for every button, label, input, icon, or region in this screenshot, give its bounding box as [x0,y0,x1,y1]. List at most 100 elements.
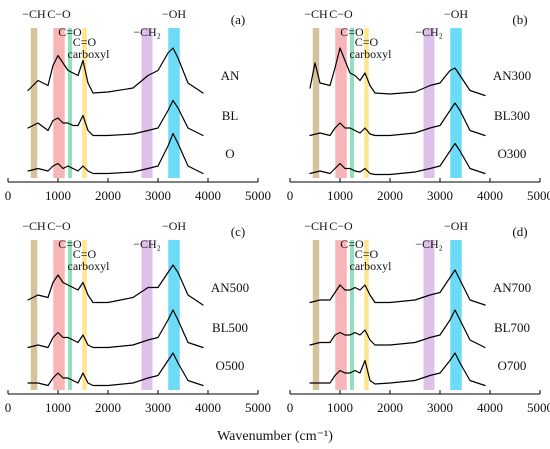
series-label: AN700 [493,280,531,295]
panel-label: (d) [512,224,527,239]
x-tick-label: 0 [5,400,12,415]
x-tick-label: 0 [287,400,294,415]
x-tick-label: 5000 [245,400,271,415]
band-label-5: −OH [444,219,468,233]
x-tick-label: 3000 [427,188,453,203]
band-label-3-b: carboxyl [68,259,111,273]
series-label: AN300 [493,68,531,83]
series-label: O500 [216,358,245,373]
x-tick-label: 4000 [195,400,221,415]
band-2 [350,28,354,178]
series-O500 [27,352,204,387]
band-2 [68,240,72,390]
x-tick-label: 3000 [145,400,171,415]
band-label-4: −CH₂ [133,25,161,39]
band-label-1: C−O [47,7,71,21]
series-BL [27,99,204,137]
band-label-0: −CH [22,219,46,233]
band-3 [82,28,87,178]
band-label-0: −CH [304,219,328,233]
band-label-1: C−O [329,219,353,233]
panel-label: (b) [512,12,527,27]
band-label-2: C=O [58,25,82,39]
band-5 [450,240,462,390]
band-label-3-a: C=O [355,247,379,261]
x-tick-label: 2000 [377,188,403,203]
band-1 [53,28,65,178]
panel-label: (a) [231,12,245,27]
series-BL700 [309,309,486,349]
band-label-3-a: C=O [73,247,97,261]
series-O700 [309,352,486,387]
band-label-2: C=O [340,25,364,39]
series-AN300 [309,47,486,97]
band-2 [68,28,72,178]
series-BL500 [27,309,204,349]
band-3 [82,240,87,390]
x-tick-label: 5000 [527,400,550,415]
series-label: BL500 [212,320,248,335]
band-label-5: −OH [162,7,186,21]
band-0 [312,28,320,178]
x-axis-title: Wavenumber (cm⁻¹) [217,429,333,444]
x-tick-label: 4000 [195,188,221,203]
x-tick-label: 1000 [45,400,71,415]
band-4 [141,240,153,390]
panel-label: (c) [231,224,245,239]
x-tick-label: 1000 [327,400,353,415]
x-tick-label: 2000 [95,188,121,203]
series-label: AN500 [211,280,249,295]
band-label-0: −CH [304,7,328,21]
series-AN500 [27,264,204,306]
band-label-4: −CH₂ [415,237,443,251]
band-label-3-a: C=O [355,35,379,49]
band-2 [350,240,354,390]
x-tick-label: 4000 [477,400,503,415]
x-tick-label: 3000 [427,400,453,415]
band-label-2: C=O [340,237,364,251]
series-label: O300 [498,146,527,161]
band-label-0: −CH [22,7,46,21]
x-tick-label: 3000 [145,188,171,203]
x-tick-label: 2000 [95,400,121,415]
x-tick-label: 5000 [245,188,271,203]
band-0 [312,240,320,390]
band-4 [423,28,435,178]
band-3 [364,240,369,390]
band-label-3-a: C=O [73,35,97,49]
band-label-1: C−O [329,7,353,21]
band-5 [450,28,462,178]
band-label-4: −CH₂ [415,25,443,39]
x-tick-label: 1000 [45,188,71,203]
x-tick-label: 0 [287,188,294,203]
band-0 [30,28,38,178]
series-O [27,132,204,175]
band-label-1: C−O [47,219,71,233]
series-AN [27,47,204,94]
series-AN700 [309,269,486,306]
band-0 [30,240,38,390]
band-label-5: −OH [162,219,186,233]
band-1 [335,28,347,178]
series-label: O [225,146,234,161]
band-label-3-b: carboxyl [68,47,111,61]
band-label-2: C=O [58,237,82,251]
band-label-4: −CH₂ [133,237,161,251]
band-1 [53,240,65,390]
x-tick-label: 0 [5,188,12,203]
series-BL300 [309,102,486,137]
x-tick-label: 4000 [477,188,503,203]
series-label: BL [222,108,239,123]
band-5 [168,240,180,390]
band-1 [335,240,347,390]
x-tick-label: 1000 [327,188,353,203]
band-3 [364,28,369,178]
series-label: BL300 [494,108,530,123]
band-label-5: −OH [444,7,468,21]
